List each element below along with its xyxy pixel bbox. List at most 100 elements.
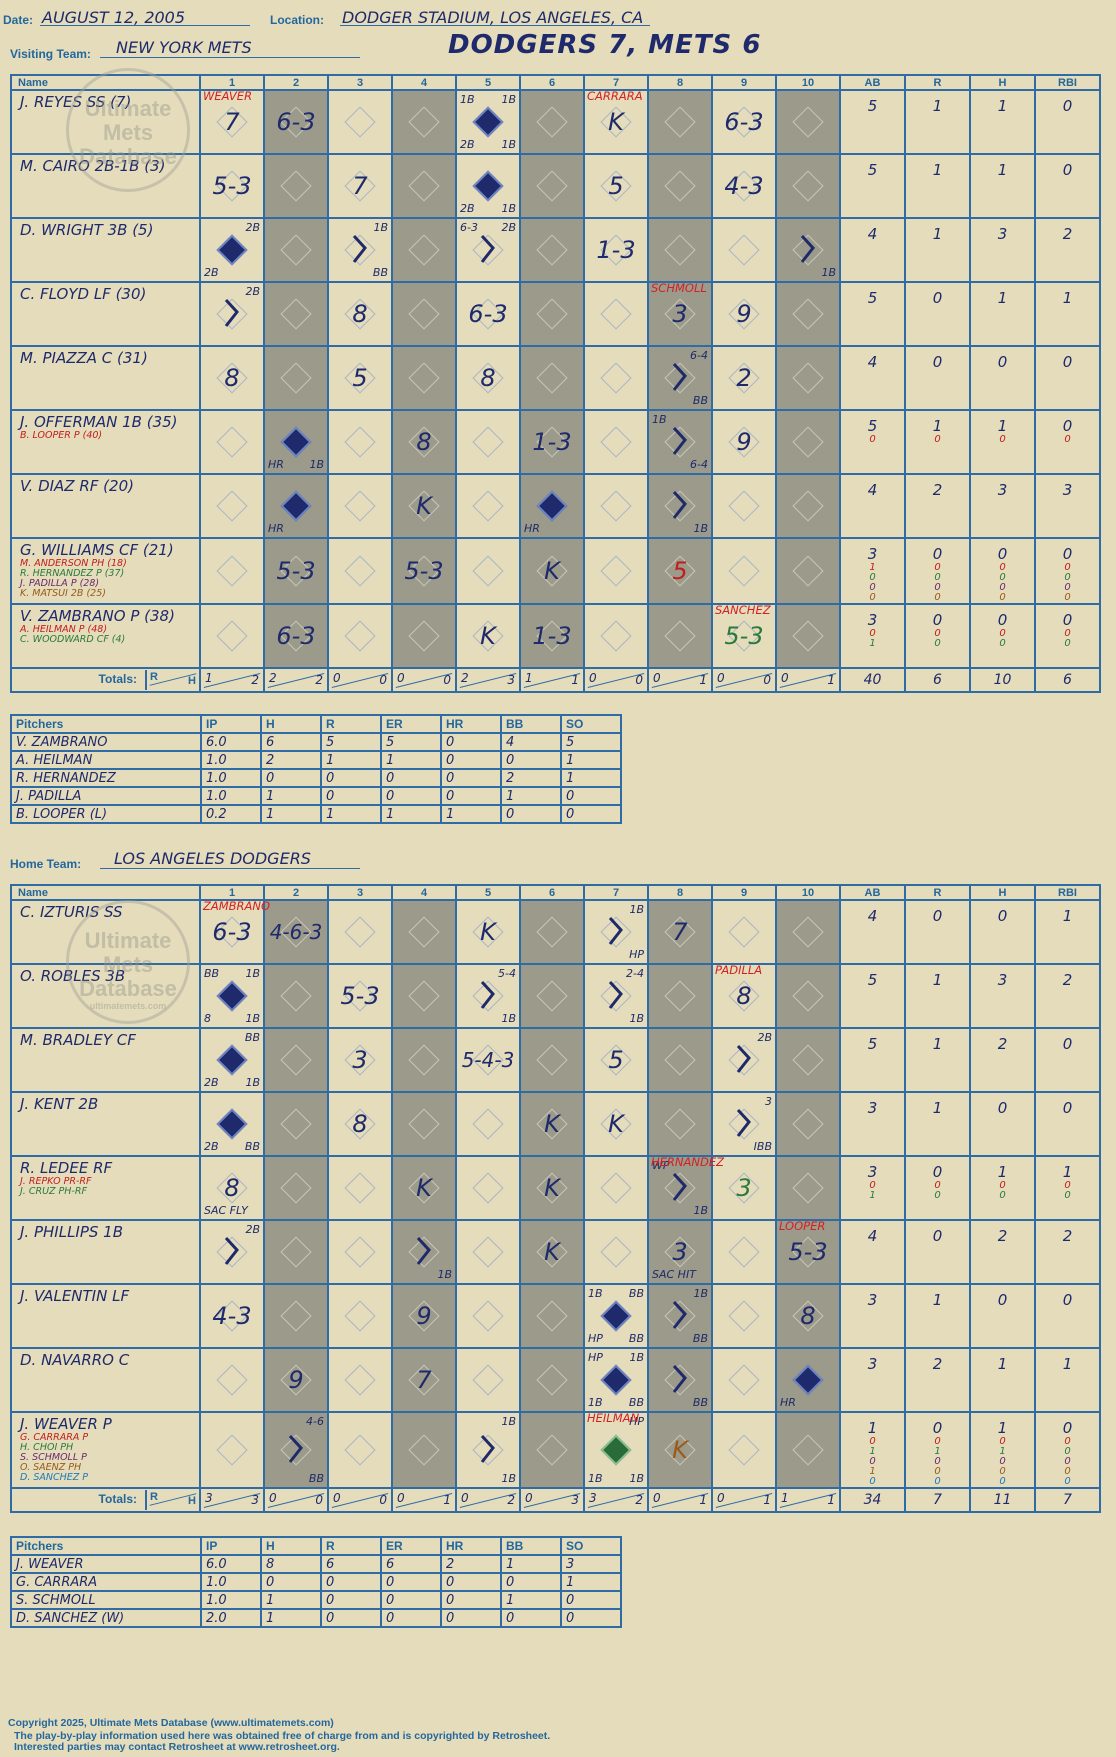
play-result: 4-3	[212, 1302, 252, 1330]
at-bat-cell	[263, 153, 329, 219]
stat-value: 2	[1062, 1227, 1073, 1245]
at-bat-cell: 8	[327, 281, 393, 347]
pitching-change: PADILLA	[715, 963, 763, 977]
stat-value: 1	[867, 1419, 878, 1437]
at-bat-cell: WP 1B HERNANDEZ	[647, 1155, 724, 1221]
base-diamond	[216, 555, 248, 587]
play-result: 9	[288, 1366, 304, 1394]
pitcher-col-header: Pitchers	[10, 1536, 202, 1556]
play-result: 7	[352, 172, 368, 200]
play-result: 5-3	[404, 557, 444, 585]
stat-value: 0	[997, 353, 1008, 371]
stat-value: 1	[932, 417, 943, 435]
pitcher-cell: 3	[560, 1554, 622, 1574]
stat-value: 0	[1062, 417, 1073, 435]
base-diamond	[792, 426, 824, 458]
play-result: 1-3	[596, 236, 636, 264]
base-note: 2B	[245, 1223, 260, 1236]
inning-header: 7	[583, 74, 649, 91]
base-note: BB	[244, 1031, 260, 1044]
at-bat-cell: K	[519, 1091, 585, 1157]
at-bat-cell	[391, 963, 457, 1029]
pitcher-cell: 1	[560, 768, 622, 788]
at-bat-cell	[199, 1411, 265, 1489]
play-result: 5	[608, 172, 624, 200]
base-diamond	[536, 170, 568, 202]
at-bat-cell	[647, 603, 713, 669]
play-result: 4-3	[724, 172, 764, 200]
base-diamond	[408, 234, 440, 266]
sub-stat-value: 1	[869, 1446, 876, 1457]
pitcher-cell: 1	[500, 786, 562, 806]
pitcher-col-header: SO	[560, 714, 622, 734]
basepath-mark	[288, 1434, 303, 1463]
base-diamond	[280, 234, 312, 266]
pitcher-cell: 6	[320, 1554, 382, 1574]
at-bat-cell: 5-3	[263, 537, 329, 605]
base-note: 1B	[460, 93, 475, 106]
at-bat-cell	[775, 345, 841, 411]
pitcher-cell: 1	[380, 804, 442, 824]
at-bat-cell	[263, 1027, 329, 1093]
sub-stat-value: 0	[869, 592, 876, 603]
at-bat-cell	[583, 473, 649, 539]
pitcher-col-header: IP	[200, 714, 262, 734]
stat-cell: 1	[904, 217, 971, 283]
at-bat-cell: 5	[583, 153, 649, 219]
at-bat-cell	[647, 1091, 713, 1157]
stat-value: 0	[1062, 97, 1073, 115]
stat-cell: 1	[904, 89, 971, 155]
sub-stat-value: 0	[999, 638, 1006, 649]
base-note: 6-4	[690, 349, 708, 362]
team-total-stat: 11	[969, 1487, 1036, 1513]
at-bat-cell	[647, 89, 713, 155]
stat-value: 0	[1062, 1291, 1073, 1309]
pitcher-cell: 0	[440, 1572, 502, 1592]
at-bat-cell: 2-4 1B	[583, 963, 649, 1029]
at-bat-cell	[775, 603, 841, 669]
batter-row: J. KENT 2B 2B BB 8 K K 3 IBB 3 1 0 0	[10, 1091, 1101, 1157]
base-note: 2B	[460, 202, 475, 215]
pitcher-cell: 0	[320, 1590, 382, 1610]
run-scored-diamond	[600, 1300, 632, 1332]
at-bat-cell	[391, 603, 457, 669]
at-bat-cell	[775, 1091, 841, 1157]
base-diamond	[536, 1300, 568, 1332]
base-diamond	[792, 1108, 824, 1140]
pitcher-cell: 0	[440, 768, 502, 788]
at-bat-cell: 3 SCHMOLL	[647, 281, 713, 347]
at-bat-cell: 6-3	[455, 281, 521, 347]
batter-name: J. REYES SS (7)	[20, 93, 132, 111]
pitcher-cell: 0	[320, 1608, 382, 1628]
base-diamond	[472, 1108, 504, 1140]
stat-cell: 4	[839, 473, 906, 539]
play-result: 6-3	[276, 622, 316, 650]
at-bat-cell	[391, 1027, 457, 1093]
batter-name: C. FLOYD LF (30)	[20, 285, 147, 303]
batter-name: V. ZAMBRANO P (38)	[20, 607, 175, 625]
stat-cell: 0	[969, 1091, 1036, 1157]
base-note: 3	[765, 1095, 772, 1108]
base-diamond	[408, 1044, 440, 1076]
at-bat-cell: 7	[391, 1347, 457, 1413]
stat-cell: 1	[1034, 281, 1101, 347]
stat-value: 3	[997, 481, 1008, 499]
base-note: HR	[780, 1396, 796, 1409]
at-bat-cell: 6-3 2B	[455, 217, 521, 283]
at-bat-cell	[775, 89, 841, 155]
at-bat-cell	[711, 1347, 777, 1413]
at-bat-cell: K CARRARA	[583, 89, 649, 155]
at-bat-cell: 5	[327, 345, 393, 411]
pitcher-row: R. HERNANDEZ 1.0 0 0 0 0 2 1	[10, 768, 622, 788]
at-bat-cell: 1B 6-4	[647, 409, 713, 475]
at-bat-cell	[327, 1283, 393, 1349]
basepath-mark	[672, 1364, 687, 1393]
base-note: 1B	[821, 266, 836, 279]
at-bat-cell: 7	[327, 153, 393, 219]
inning-header: 3	[327, 74, 393, 91]
